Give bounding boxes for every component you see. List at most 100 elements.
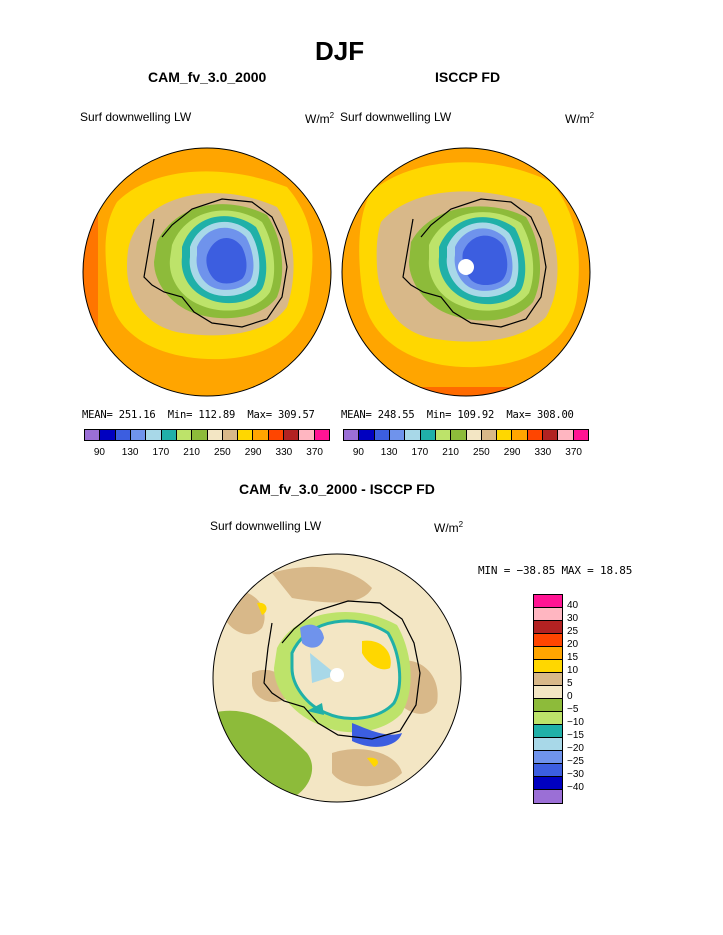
colorbar-swatch (405, 430, 421, 440)
colorbar-tick-label: 250 (214, 447, 231, 458)
colorbar-swatch (268, 430, 285, 440)
panel-2-units: W/m2 (565, 111, 595, 127)
colorbar-panel-2-ticks: 90 130 170 210 250 290 330 370 (343, 445, 589, 459)
page-title: DJF (315, 36, 365, 66)
colorbar-tick-label: −20 (567, 743, 584, 754)
colorbar-swatch (85, 430, 101, 440)
colorbar-swatch (222, 430, 239, 440)
panel-2-stats: MEAN= 248.55 Min= 109.92 Max= 308.00 (341, 409, 574, 421)
colorbar-swatch (543, 430, 559, 440)
colorbar-swatch (420, 430, 436, 440)
panel-1-title: CAM_fv_3.0_2000 (148, 69, 267, 85)
colorbar-swatch (314, 430, 329, 440)
panel-1-variable: Surf downwelling LW (80, 110, 192, 124)
colorbar-swatch (534, 647, 562, 660)
panel-3-title: CAM_fv_3.0_2000 - ISCCP FD (239, 481, 435, 497)
colorbar-panel-1 (84, 429, 330, 441)
colorbar-tick-label: 250 (473, 447, 490, 458)
colorbar-swatch (497, 430, 513, 440)
colorbar-swatch (534, 712, 562, 725)
colorbar-swatch (253, 430, 269, 440)
colorbar-swatch (207, 430, 223, 440)
colorbar-tick-label: 15 (567, 652, 579, 663)
colorbar-tick-label: −15 (567, 730, 584, 741)
colorbar-tick-label: 290 (244, 447, 262, 458)
colorbar-panel-2 (343, 429, 589, 441)
colorbar-swatch (284, 430, 300, 440)
colorbar-tick-label: 20 (567, 639, 579, 650)
colorbar-swatch (481, 430, 498, 440)
colorbar-swatch (146, 430, 162, 440)
colorbar-tick-label: −10 (567, 717, 584, 728)
colorbar-swatch (534, 699, 562, 712)
colorbar-swatch (534, 751, 562, 764)
colorbar-tick-label: 210 (442, 447, 459, 458)
colorbar-swatch (466, 430, 482, 440)
colorbar-panel-1-ticks: 90 130 170 210 250 290 330 370 (84, 445, 330, 459)
colorbar-swatch (435, 430, 452, 440)
colorbar-swatch (527, 430, 544, 440)
panel-2-variable: Surf downwelling LW (340, 110, 452, 124)
colorbar-difference-ticks: 40 30 25 20 15 10 5 0 −5 −10 −15 −20 −25 −30 −40 (567, 594, 607, 804)
panel-3-variable: Surf downwelling LW (210, 519, 322, 533)
panel-3-stats: MIN = −38.85 MAX = 18.85 (478, 564, 633, 577)
colorbar-tick-label: 290 (503, 447, 521, 458)
colorbar-swatch (534, 764, 562, 777)
colorbar-tick-label: 130 (380, 447, 398, 458)
colorbar-swatch (374, 430, 390, 440)
polar-map-obs (341, 147, 591, 397)
colorbar-tick-label: 170 (152, 447, 170, 458)
colorbar-swatch (115, 430, 131, 440)
colorbar-tick-label: 90 (93, 447, 105, 458)
colorbar-swatch (534, 634, 562, 647)
colorbar-swatch (534, 790, 562, 803)
polar-map-model (82, 147, 332, 397)
colorbar-swatch (534, 673, 562, 686)
colorbar-difference (533, 594, 563, 804)
colorbar-swatch (534, 686, 562, 699)
colorbar-tick-label: 25 (567, 626, 579, 637)
colorbar-tick-label: −40 (567, 782, 584, 793)
panel-1-units: W/m2 (305, 111, 335, 127)
colorbar-swatch (161, 430, 177, 440)
colorbar-swatch (238, 430, 254, 440)
colorbar-swatch (534, 725, 562, 738)
colorbar-tick-label: 30 (567, 613, 579, 624)
colorbar-tick-label: 330 (534, 447, 552, 458)
colorbar-tick-label: 130 (121, 447, 139, 458)
colorbar-swatch (534, 660, 562, 673)
colorbar-tick-label: −30 (567, 769, 584, 780)
colorbar-swatch (534, 595, 562, 608)
colorbar-tick-label: 210 (183, 447, 200, 458)
panel-2-title: ISCCP FD (435, 69, 501, 85)
panel-3-units: W/m2 (434, 520, 464, 536)
polar-map-difference (212, 553, 462, 803)
colorbar-swatch (534, 738, 562, 751)
colorbar-tick-label: 330 (275, 447, 293, 458)
colorbar-tick-label: 10 (567, 665, 579, 676)
colorbar-tick-label: 170 (411, 447, 429, 458)
colorbar-swatch (389, 430, 406, 440)
colorbar-tick-label: 370 (565, 447, 582, 458)
colorbar-swatch (359, 430, 375, 440)
colorbar-swatch (100, 430, 116, 440)
colorbar-tick-label: 40 (567, 600, 579, 611)
colorbar-tick-label: 5 (567, 678, 573, 689)
colorbar-tick-label: −25 (567, 756, 584, 767)
colorbar-tick-label: 0 (567, 691, 573, 702)
colorbar-swatch (130, 430, 147, 440)
colorbar-tick-label: 370 (306, 447, 323, 458)
colorbar-swatch (573, 430, 588, 440)
colorbar-swatch (558, 430, 574, 440)
colorbar-swatch (192, 430, 208, 440)
colorbar-swatch (451, 430, 467, 440)
colorbar-swatch (512, 430, 528, 440)
colorbar-swatch (344, 430, 360, 440)
colorbar-swatch (534, 777, 562, 790)
colorbar-swatch (534, 608, 562, 621)
colorbar-swatch (176, 430, 193, 440)
colorbar-tick-label: 90 (352, 447, 364, 458)
colorbar-swatch (534, 621, 562, 634)
colorbar-tick-label: −5 (567, 704, 579, 715)
panel-1-stats: MEAN= 251.16 Min= 112.89 Max= 309.57 (82, 409, 315, 421)
